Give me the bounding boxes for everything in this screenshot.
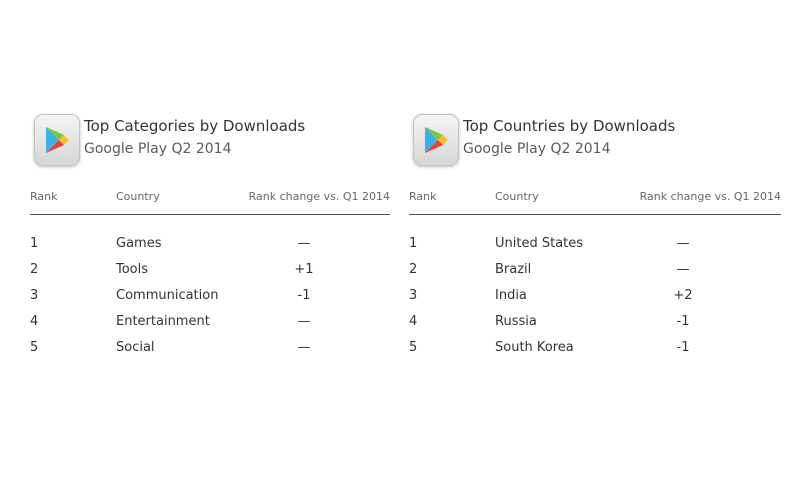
change-cell: +2 [673, 288, 693, 303]
name-cell: United States [495, 236, 584, 251]
table-row: 4 Entertainment — [30, 309, 390, 335]
rank-cell: 5 [409, 340, 418, 355]
table-row: 3 Communication -1 [30, 283, 390, 309]
change-cell: — [297, 314, 311, 329]
table-header: Rank Country Rank change vs. Q1 2014 [409, 190, 781, 215]
rank-column-header: Rank [30, 190, 58, 203]
name-cell: Games [116, 236, 162, 251]
change-cell: -1 [676, 314, 690, 329]
name-cell: South Korea [495, 340, 574, 355]
panel-subtitle: Google Play Q2 2014 [463, 141, 611, 157]
name-cell: Tools [116, 262, 149, 277]
change-cell: -1 [297, 288, 311, 303]
table-header: Rank Country Rank change vs. Q1 2014 [30, 190, 390, 215]
table-row: 5 South Korea -1 [409, 335, 781, 361]
change-cell: -1 [676, 340, 690, 355]
rank-cell: 1 [30, 236, 39, 251]
rank-cell: 5 [30, 340, 39, 355]
name-cell: India [495, 288, 527, 303]
rank-cell: 3 [409, 288, 418, 303]
panel-title: Top Categories by Downloads [84, 117, 306, 135]
table-row: 5 Social — [30, 335, 390, 361]
panel-header: Top Categories by Downloads Google Play … [30, 110, 390, 174]
name-cell: Communication [116, 288, 219, 303]
rank-cell: 4 [30, 314, 39, 329]
table-row: 4 Russia -1 [409, 309, 781, 335]
name-cell: Social [116, 340, 155, 355]
rank-column-header: Rank [409, 190, 437, 203]
rank-cell: 3 [30, 288, 39, 303]
table-row: 2 Brazil — [409, 257, 781, 283]
table-row: 3 India +2 [409, 283, 781, 309]
change-cell: — [297, 340, 311, 355]
panel-title: Top Countries by Downloads [463, 117, 676, 135]
top-countries-panel: Top Countries by Downloads Google Play Q… [409, 110, 781, 361]
rank-change-column-header: Rank change vs. Q1 2014 [639, 190, 781, 203]
google-play-icon [34, 114, 80, 166]
table-body: 1 United States — 2 Brazil — 3 India +2 … [409, 215, 781, 361]
rank-cell: 2 [30, 262, 39, 277]
change-cell: — [297, 236, 311, 251]
rank-change-column-header: Rank change vs. Q1 2014 [248, 190, 390, 203]
rank-cell: 2 [409, 262, 418, 277]
table-row: 2 Tools +1 [30, 257, 390, 283]
change-cell: — [676, 262, 690, 277]
google-play-icon [413, 114, 459, 166]
change-cell: — [676, 236, 690, 251]
panel-subtitle: Google Play Q2 2014 [84, 141, 232, 157]
name-cell: Entertainment [116, 314, 210, 329]
country-column-header: Country [116, 190, 160, 203]
table-row: 1 United States — [409, 231, 781, 257]
table-row: 1 Games — [30, 231, 390, 257]
panel-header: Top Countries by Downloads Google Play Q… [409, 110, 781, 174]
name-cell: Russia [495, 314, 537, 329]
top-categories-panel: Top Categories by Downloads Google Play … [30, 110, 390, 361]
country-column-header: Country [495, 190, 539, 203]
rank-cell: 1 [409, 236, 418, 251]
name-cell: Brazil [495, 262, 532, 277]
change-cell: +1 [294, 262, 314, 277]
rank-cell: 4 [409, 314, 418, 329]
table-body: 1 Games — 2 Tools +1 3 Communication -1 … [30, 215, 390, 361]
